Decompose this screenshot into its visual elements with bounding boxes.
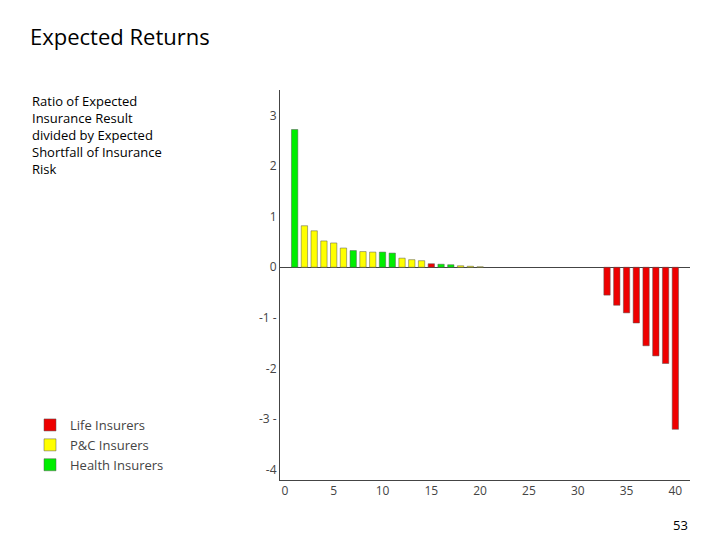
- svg-text:40: 40: [668, 482, 682, 499]
- svg-text:-1 -: -1 -: [259, 309, 277, 326]
- svg-text:53: 53: [673, 516, 688, 534]
- svg-text:3: 3: [270, 107, 277, 124]
- svg-text:30: 30: [571, 482, 585, 499]
- svg-text:Ratio of ExpectedInsurance Res: Ratio of ExpectedInsurance Resultdivided…: [32, 92, 162, 178]
- svg-text:1: 1: [270, 208, 277, 225]
- svg-text:35: 35: [620, 482, 634, 499]
- svg-text:10: 10: [376, 482, 390, 499]
- svg-text:25: 25: [522, 482, 536, 499]
- svg-text:15: 15: [424, 482, 438, 499]
- svg-text:-4: -4: [266, 461, 277, 478]
- svg-text:0: 0: [281, 482, 288, 499]
- svg-text:0: 0: [270, 258, 277, 275]
- svg-text:5: 5: [330, 482, 337, 499]
- svg-text:20: 20: [473, 482, 487, 499]
- svg-text:P&C Insurers: P&C Insurers: [70, 436, 149, 454]
- svg-text:-3 -: -3 -: [259, 410, 277, 427]
- svg-text:2: 2: [270, 157, 277, 174]
- svg-text:Health Insurers: Health Insurers: [70, 456, 163, 474]
- svg-text:-2: -2: [266, 360, 277, 377]
- svg-text:Life Insurers: Life Insurers: [70, 416, 145, 434]
- svg-text:Expected Returns: Expected Returns: [30, 21, 210, 51]
